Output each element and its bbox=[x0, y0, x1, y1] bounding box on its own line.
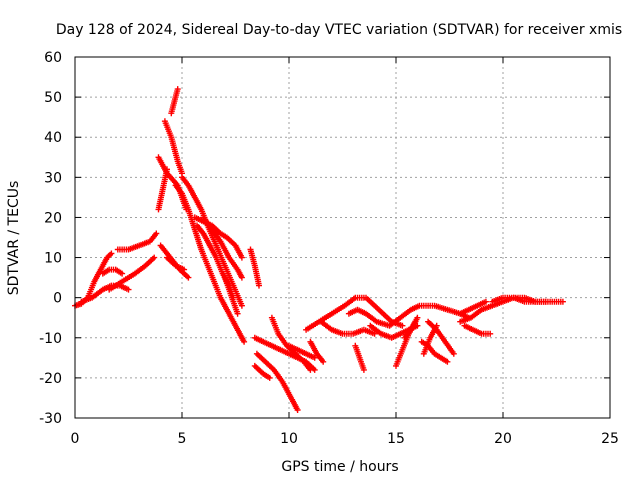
x-tick-label: 15 bbox=[387, 431, 405, 447]
y-axis-label: SDTVAR / TECUs bbox=[6, 181, 22, 296]
x-tick-label: 20 bbox=[494, 431, 512, 447]
y-tick-label: 60 bbox=[44, 50, 62, 66]
series-markers bbox=[161, 118, 185, 177]
series-markers bbox=[318, 318, 378, 337]
series-markers bbox=[251, 362, 273, 381]
chart-title: Day 128 of 2024, Sidereal Day-to-day VTE… bbox=[56, 22, 622, 38]
series-track-10 bbox=[172, 182, 248, 345]
y-tick-label: 30 bbox=[44, 170, 62, 186]
series-markers bbox=[106, 254, 158, 293]
series-track-22 bbox=[268, 314, 314, 373]
data-points bbox=[72, 86, 566, 413]
series-track-9 bbox=[155, 166, 170, 213]
series-markers bbox=[307, 338, 327, 365]
series-track-8 bbox=[168, 86, 181, 117]
series-markers bbox=[200, 214, 245, 281]
plot-border bbox=[74, 56, 611, 419]
series-markers bbox=[168, 86, 181, 117]
y-tick-label: 20 bbox=[44, 210, 62, 226]
series-markers bbox=[401, 314, 421, 341]
series-markers bbox=[172, 182, 248, 345]
y-tick-label: 50 bbox=[44, 90, 62, 106]
series-markers bbox=[221, 274, 241, 317]
series-track-7 bbox=[161, 118, 185, 177]
series-markers bbox=[489, 294, 549, 305]
y-tick-label: -10 bbox=[39, 331, 62, 347]
series-track-36 bbox=[457, 298, 489, 317]
y-tick-label: -30 bbox=[39, 411, 62, 427]
series-markers bbox=[164, 254, 188, 273]
series-track-24 bbox=[307, 338, 327, 365]
series-markers bbox=[345, 302, 423, 329]
series-markers bbox=[352, 342, 367, 373]
series-markers bbox=[457, 298, 489, 317]
series-track-5 bbox=[106, 254, 158, 293]
x-tick-label: 0 bbox=[71, 431, 80, 447]
tick-labels: -30 -20 -10 0 10 20 30 40 50 60 0 5 10 15 20 25 bbox=[39, 50, 619, 447]
series-track-16 bbox=[200, 214, 245, 281]
series-track-27 bbox=[352, 342, 367, 373]
series-track-15 bbox=[164, 254, 188, 273]
series-markers bbox=[247, 246, 262, 289]
series-track-37 bbox=[461, 322, 494, 337]
series-markers bbox=[99, 266, 126, 277]
x-tick-label: 5 bbox=[178, 431, 187, 447]
y-tick-label: 40 bbox=[44, 130, 62, 146]
y-tick-label: 0 bbox=[53, 291, 62, 307]
y-tick-label: 10 bbox=[44, 251, 62, 267]
series-track-18 bbox=[247, 246, 262, 289]
series-track-4 bbox=[114, 230, 160, 253]
x-tick-label: 25 bbox=[601, 431, 619, 447]
series-markers bbox=[114, 230, 160, 253]
x-tick-label: 10 bbox=[280, 431, 298, 447]
series-track-39 bbox=[489, 294, 549, 305]
series-markers bbox=[268, 314, 314, 373]
series-track-23 bbox=[286, 342, 318, 361]
series-markers bbox=[461, 322, 494, 337]
series-markers bbox=[286, 342, 318, 361]
series-track-20 bbox=[253, 350, 301, 413]
series-track-34 bbox=[425, 318, 457, 357]
series-track-17 bbox=[221, 274, 241, 317]
series-markers bbox=[155, 166, 170, 213]
series-markers bbox=[425, 318, 457, 357]
series-track-31 bbox=[401, 314, 421, 341]
series-track-28 bbox=[345, 302, 423, 329]
series-track-26 bbox=[318, 318, 378, 337]
x-axis-label: GPS time / hours bbox=[281, 459, 398, 475]
series-track-3 bbox=[99, 266, 126, 277]
series-markers bbox=[253, 350, 301, 413]
series-track-21 bbox=[251, 362, 273, 381]
y-tick-label: -20 bbox=[39, 371, 62, 387]
